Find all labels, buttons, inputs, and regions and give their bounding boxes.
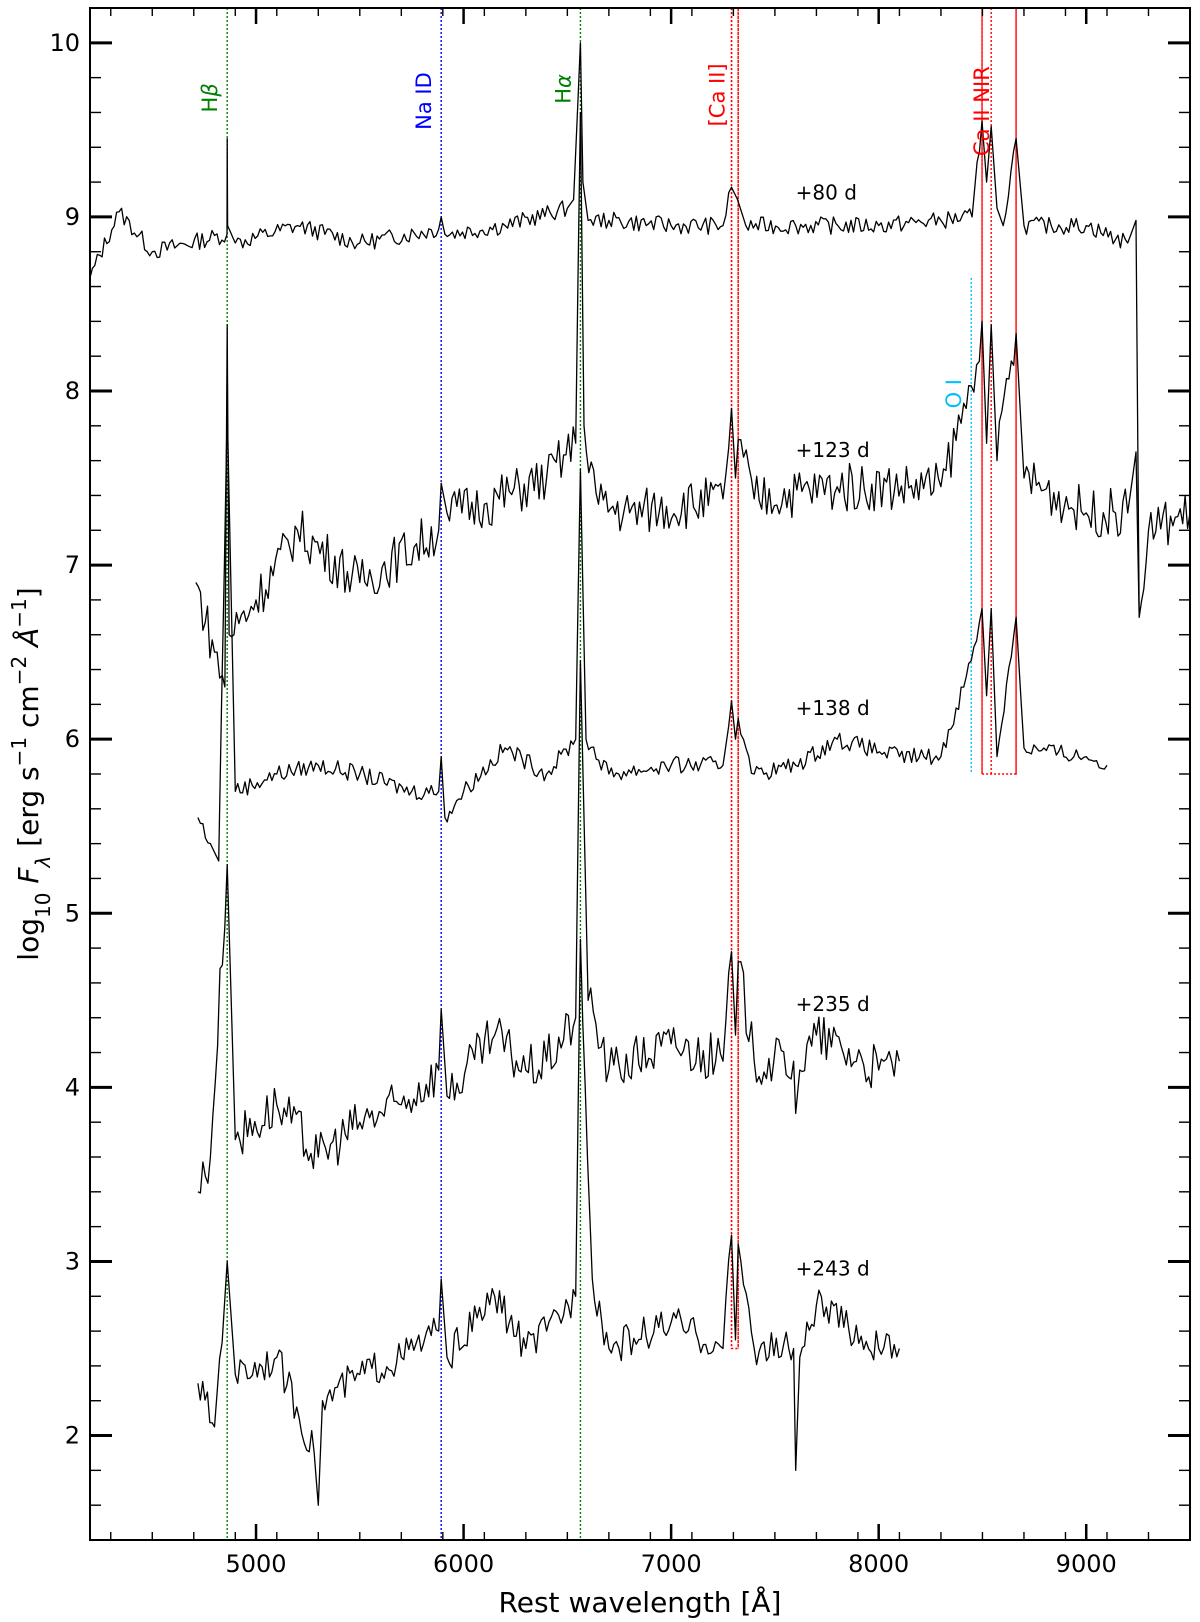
spectrum-series [195,111,1191,688]
line-label: O I [942,379,966,408]
spectra-series [89,42,1191,1506]
y-tick-label: 4 [65,1073,80,1101]
annotation-labels: +80 d +123 d +138 d +235 d +243 d Hβ Na ID Hα [C… [198,63,994,1280]
axis-ticks: 5000 6000 7000 8000 9000 2 3 4 5 6 7 8 9 10 [49,7,1191,1578]
x-axis-label: Rest wavelength [Å] [499,1585,782,1619]
y-tick-label: 10 [49,29,80,57]
epoch-label: +80 d [796,181,857,205]
epoch-label: +235 d [796,992,870,1016]
line-label: Na ID [412,72,436,130]
line-label: Hβ [198,83,222,112]
y-tick-label: 9 [65,203,80,231]
y-tick-label: 2 [65,1422,80,1450]
y-tick-label: 7 [65,551,80,579]
spectrum-series [197,938,901,1506]
x-tick-label: 7000 [641,1550,702,1578]
spectrum-series [197,660,901,1194]
line-marker-box [730,7,739,1350]
y-tick-label: 6 [65,725,80,753]
x-tick-label: 6000 [433,1550,494,1578]
y-tick-label: 3 [65,1247,80,1275]
line-label: [Ca II] [706,63,730,126]
epoch-label: +123 d [796,438,870,462]
line-label: Hα [551,74,575,104]
x-tick-label: 9000 [1056,1550,1117,1578]
y-tick-label: 5 [65,899,80,927]
line-label: Ca II NIR [970,66,994,156]
epoch-label: +138 d [796,696,870,720]
x-tick-label: 8000 [848,1550,909,1578]
y-axis-label: log10 Fλ [erg s−1 cm−2 Å−1] [7,587,55,960]
epoch-label: +243 d [796,1256,870,1280]
spectrum-series [89,42,1140,618]
spectrum-series [197,407,1108,862]
y-tick-label: 8 [65,377,80,405]
x-tick-label: 5000 [225,1550,286,1578]
